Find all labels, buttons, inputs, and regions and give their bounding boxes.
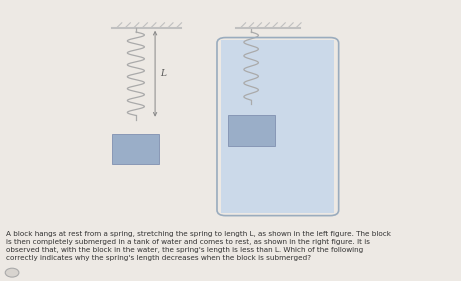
- Text: 4: 4: [10, 270, 14, 275]
- Text: L: L: [160, 69, 166, 78]
- Text: A block hangs at rest from a spring, stretching the spring to length L, as shown: A block hangs at rest from a spring, str…: [6, 231, 390, 261]
- Bar: [112, 133, 160, 164]
- Bar: [221, 40, 334, 213]
- Bar: [228, 115, 275, 146]
- Circle shape: [5, 268, 19, 277]
